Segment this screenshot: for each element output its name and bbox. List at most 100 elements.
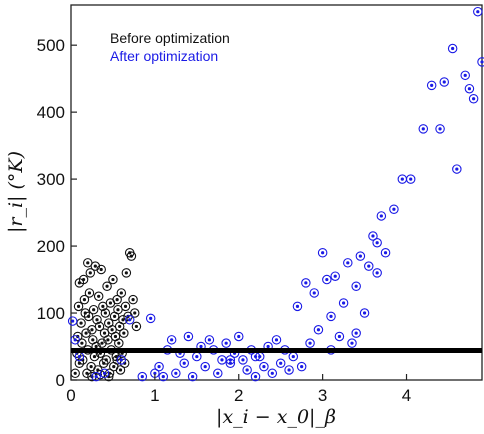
point-core	[106, 338, 110, 342]
point-ring	[284, 365, 294, 375]
point-core	[245, 368, 249, 372]
data-point-after-69	[426, 80, 437, 91]
data-point-after-71	[439, 77, 450, 87]
data-point-before-53	[115, 365, 126, 375]
point-ring	[234, 331, 244, 342]
legend-after-label: After optimization	[110, 48, 218, 64]
data-point-before-44	[108, 274, 118, 285]
data-point-before-35	[100, 308, 111, 318]
point-ring	[74, 358, 85, 369]
data-point-after-31	[242, 365, 252, 375]
point-ring	[305, 338, 315, 348]
y-tick-label: 400	[37, 103, 65, 122]
point-ring	[77, 355, 88, 365]
point-ring	[115, 365, 126, 375]
point-core	[383, 251, 388, 255]
point-core	[134, 324, 139, 329]
data-point-before-51	[114, 338, 124, 348]
data-point-after-68	[418, 124, 429, 134]
plot-frame	[70, 4, 483, 381]
point-core	[101, 304, 105, 308]
point-core	[79, 321, 83, 325]
point-core	[92, 308, 96, 312]
point-core	[97, 294, 101, 298]
point-ring	[83, 258, 93, 268]
point-core	[199, 344, 203, 349]
data-point-after-17	[183, 331, 194, 342]
data-point-after-48	[313, 325, 324, 335]
point-core	[161, 375, 165, 379]
point-ring	[259, 361, 269, 372]
point-ring	[81, 328, 91, 338]
point-core	[207, 338, 211, 342]
point-ring	[468, 94, 479, 104]
point-ring	[118, 314, 128, 325]
data-point-after-74	[460, 70, 470, 81]
point-core	[90, 328, 94, 332]
point-ring	[477, 57, 484, 67]
point-ring	[355, 251, 366, 261]
point-ring	[154, 361, 164, 372]
data-point-before-30	[96, 264, 106, 275]
data-point-before-36	[101, 355, 111, 365]
data-point-after-14	[171, 368, 181, 379]
point-core	[287, 368, 291, 372]
x-tick-label: 2	[234, 386, 243, 405]
data-point-after-10	[154, 361, 164, 372]
point-core	[270, 371, 274, 375]
point-core	[102, 371, 107, 375]
data-point-before-10	[79, 294, 90, 305]
point-ring	[99, 368, 110, 379]
y-axis-label: |r_i| (°K)	[5, 151, 27, 233]
point-core	[241, 358, 245, 362]
point-core	[274, 338, 279, 342]
points-layer	[67, 6, 484, 382]
data-point-before-49	[112, 294, 122, 305]
point-core	[421, 127, 425, 131]
point-ring	[80, 308, 91, 318]
point-core	[73, 371, 77, 375]
point-ring	[271, 335, 282, 345]
data-point-after-33	[250, 371, 261, 382]
point-core	[94, 375, 98, 379]
point-ring	[179, 358, 189, 369]
point-ring	[351, 281, 361, 291]
x-tick-label: 4	[402, 386, 411, 405]
point-core	[467, 87, 472, 91]
data-point-after-57	[351, 281, 361, 291]
data-point-after-16	[179, 358, 189, 369]
point-core	[253, 375, 258, 379]
point-core	[375, 271, 379, 275]
point-core	[346, 261, 350, 265]
data-point-after-52	[330, 271, 340, 281]
point-core	[170, 338, 174, 342]
point-core	[100, 341, 104, 345]
point-ring	[473, 6, 483, 17]
data-point-after-11	[158, 371, 169, 382]
point-ring	[67, 316, 78, 326]
point-core	[203, 365, 207, 369]
point-core	[71, 319, 75, 323]
point-ring	[204, 335, 215, 345]
data-point-after-8	[145, 313, 156, 324]
data-point-after-61	[368, 231, 378, 241]
point-ring	[460, 70, 470, 81]
data-point-after-6	[124, 314, 135, 325]
point-core	[463, 73, 467, 77]
y-tick-label: 0	[56, 371, 65, 390]
data-point-before-3	[73, 301, 84, 312]
point-ring	[70, 335, 80, 345]
point-core	[77, 354, 81, 359]
point-ring	[108, 274, 118, 285]
point-core	[81, 277, 86, 282]
data-point-after-30	[238, 355, 248, 365]
point-core	[113, 334, 118, 339]
point-ring	[338, 298, 349, 308]
point-ring	[213, 368, 223, 379]
data-point-after-19	[192, 351, 202, 362]
point-ring	[171, 368, 181, 379]
point-ring	[88, 304, 99, 315]
point-core	[216, 371, 220, 375]
point-ring	[119, 328, 129, 338]
